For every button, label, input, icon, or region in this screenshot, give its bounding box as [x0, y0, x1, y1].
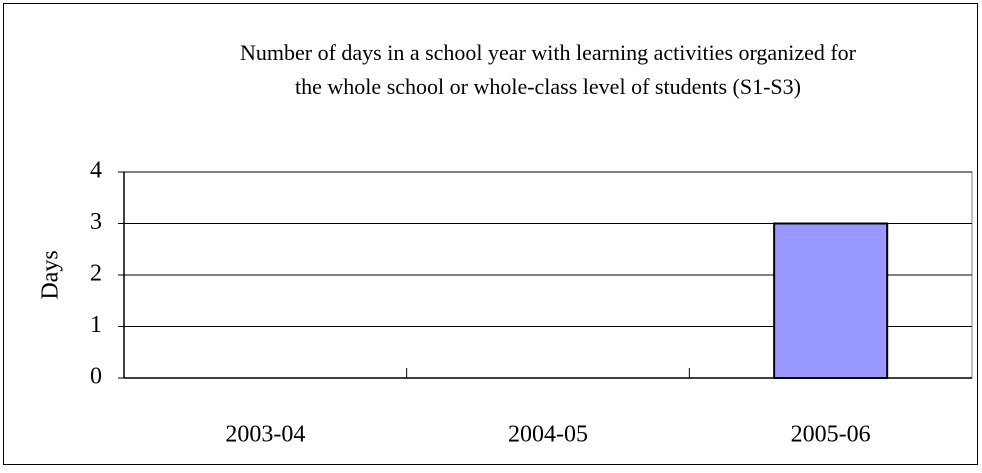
x-tick-label: 2003-04 — [225, 422, 305, 448]
x-tick-label: 2005-06 — [791, 422, 871, 448]
y-tick-label: 3 — [90, 209, 102, 235]
y-tick-label: 2 — [90, 261, 102, 287]
y-tick-label: 1 — [90, 312, 102, 338]
chart-title: the whole school or whole-class level of… — [295, 74, 801, 99]
y-tick-label: 4 — [90, 158, 102, 184]
x-tick-label: 2004-05 — [508, 422, 588, 448]
y-axis-label: Days — [38, 250, 64, 299]
bar — [773, 222, 889, 379]
chart-title: Number of days in a school year with lea… — [240, 40, 857, 65]
y-tick-label: 0 — [90, 364, 102, 390]
